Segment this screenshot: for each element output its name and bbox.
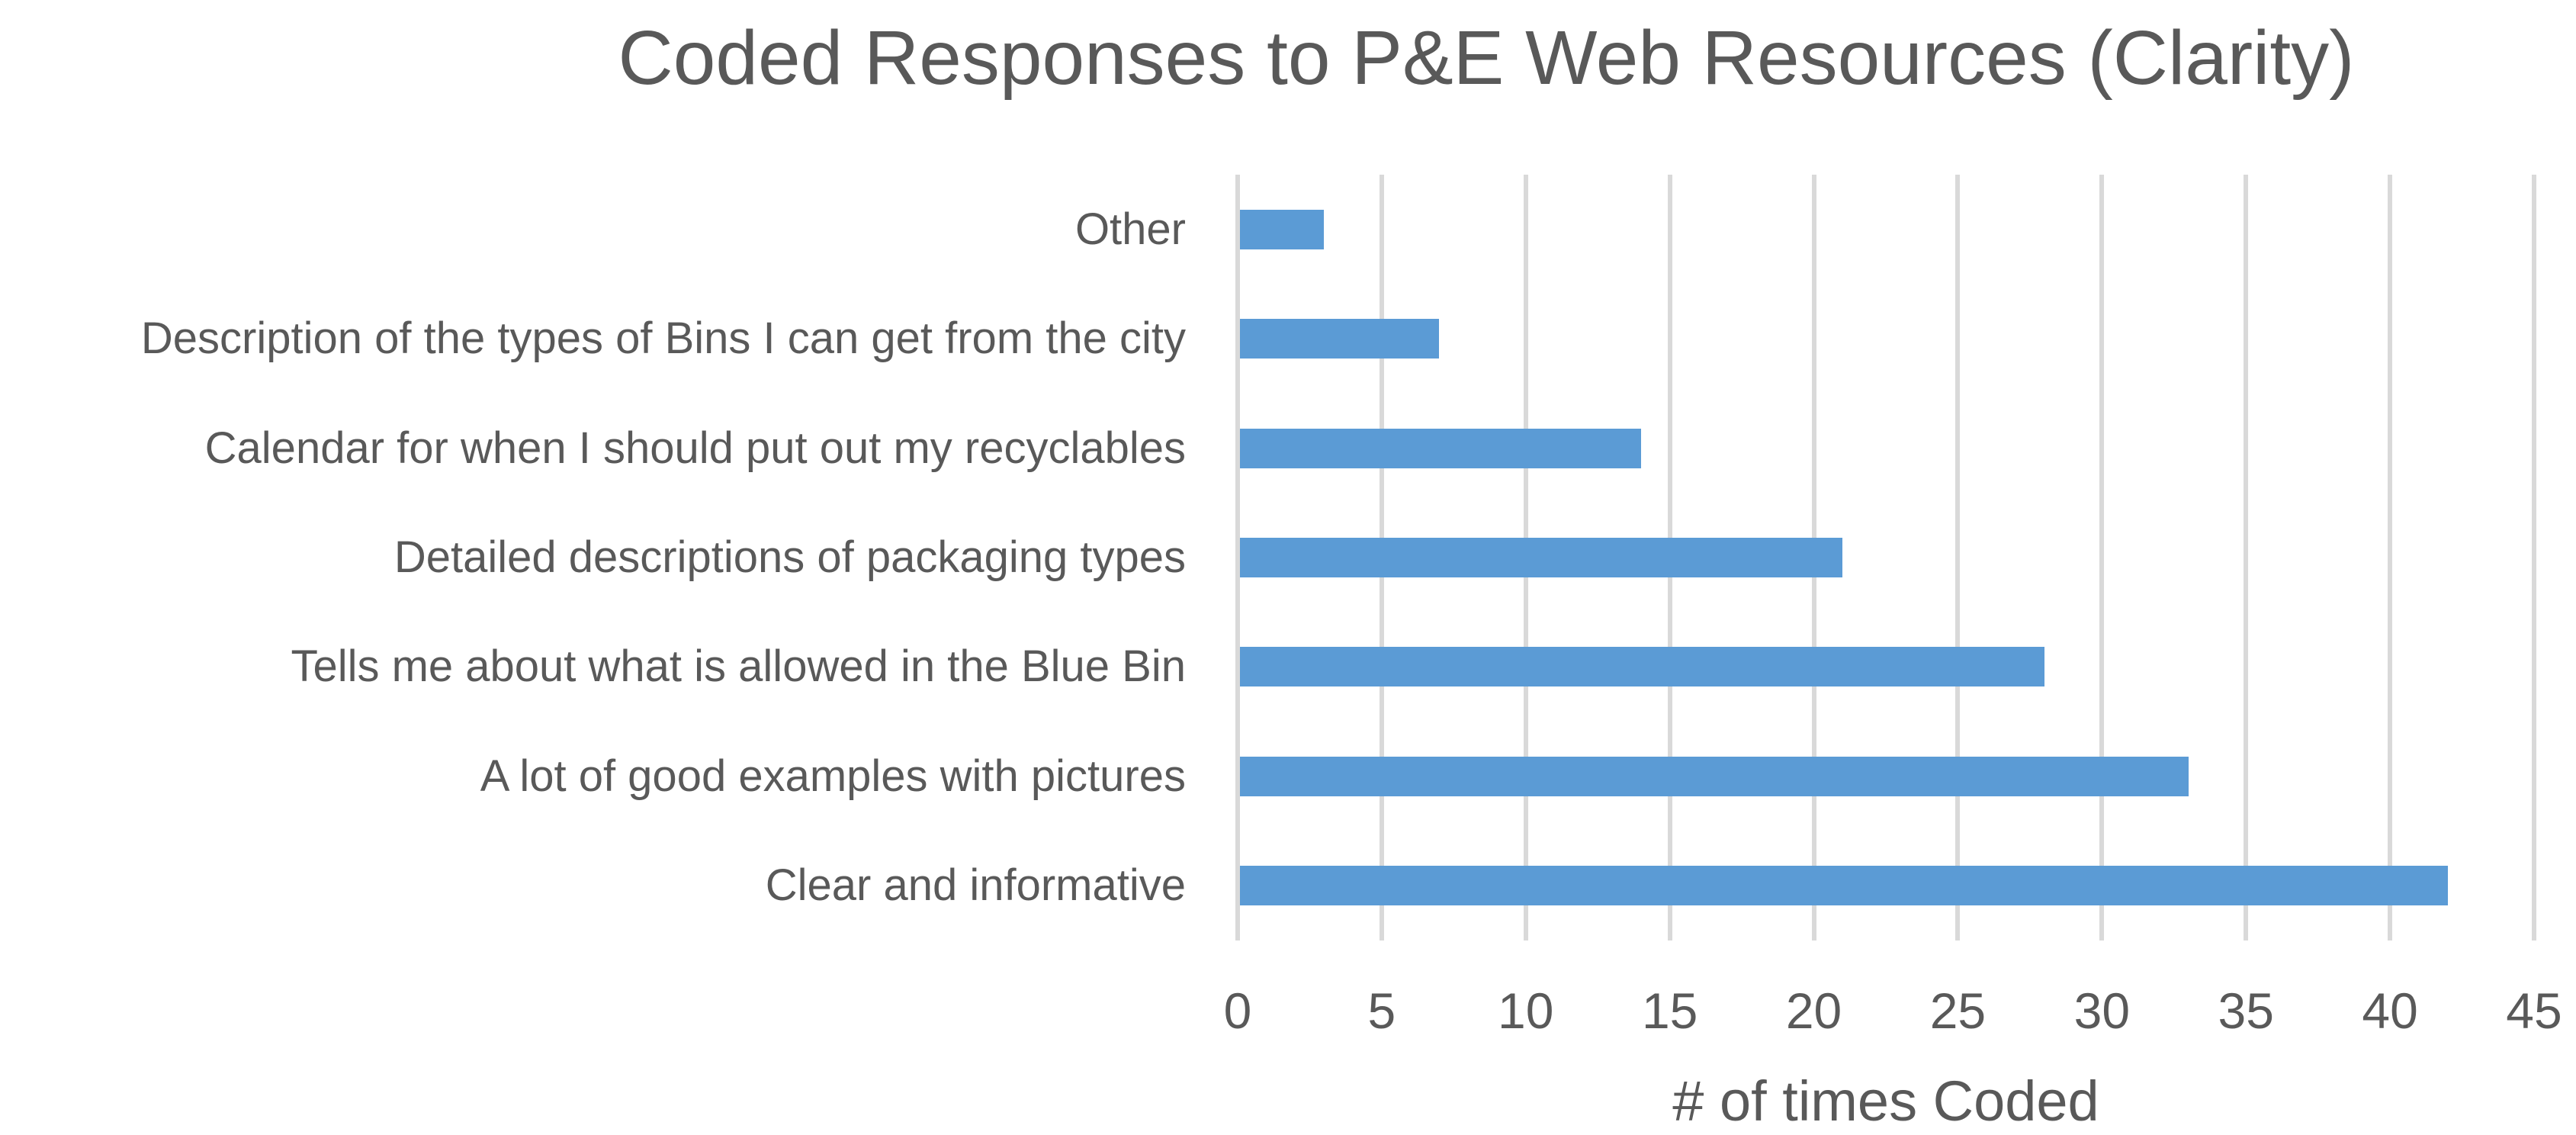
gridline-0 (1235, 175, 1240, 940)
x-tick-35: 35 (2218, 982, 2274, 1039)
x-tick-45: 45 (2506, 982, 2562, 1039)
x-tick-30: 30 (2073, 982, 2131, 1039)
bar-3 (1240, 538, 1843, 577)
x-tick-0: 0 (1223, 982, 1252, 1039)
category-label-5: A lot of good examples with pictures (480, 751, 1186, 801)
bar-4 (1240, 647, 2044, 687)
category-label-0: Other (1074, 204, 1186, 254)
gridline-25 (1955, 175, 1961, 940)
x-tick-20: 20 (1785, 982, 1842, 1039)
gridline-45 (2532, 175, 2536, 940)
x-tick-5: 5 (1367, 982, 1396, 1039)
bar-6 (1240, 866, 2448, 906)
x-tick-15: 15 (1641, 982, 1698, 1039)
x-axis-title: # of times Coded (1672, 1069, 2099, 1133)
gridline-35 (2244, 175, 2249, 940)
bar-5 (1240, 756, 2189, 796)
bar-0 (1240, 209, 1325, 249)
category-label-3: Detailed descriptions of packaging types (393, 532, 1186, 582)
gridline-30 (2099, 175, 2105, 940)
plot-area (1235, 175, 2536, 940)
category-label-1: Description of the types of Bins I can g… (140, 313, 1186, 364)
category-label-2: Calendar for when I should put out my re… (204, 423, 1186, 473)
x-tick-40: 40 (2362, 982, 2418, 1039)
x-tick-25: 25 (1929, 982, 1987, 1039)
x-tick-10: 10 (1498, 982, 1554, 1039)
category-label-4: Tells me about what is allowed in the Bl… (291, 641, 1186, 692)
bar-2 (1240, 428, 1641, 468)
bar-1 (1240, 319, 1440, 359)
gridline-40 (2388, 175, 2393, 940)
chart-title: Coded Responses to P&E Web Resources (Cl… (618, 15, 2355, 101)
category-label-6: Clear and informative (765, 860, 1186, 911)
